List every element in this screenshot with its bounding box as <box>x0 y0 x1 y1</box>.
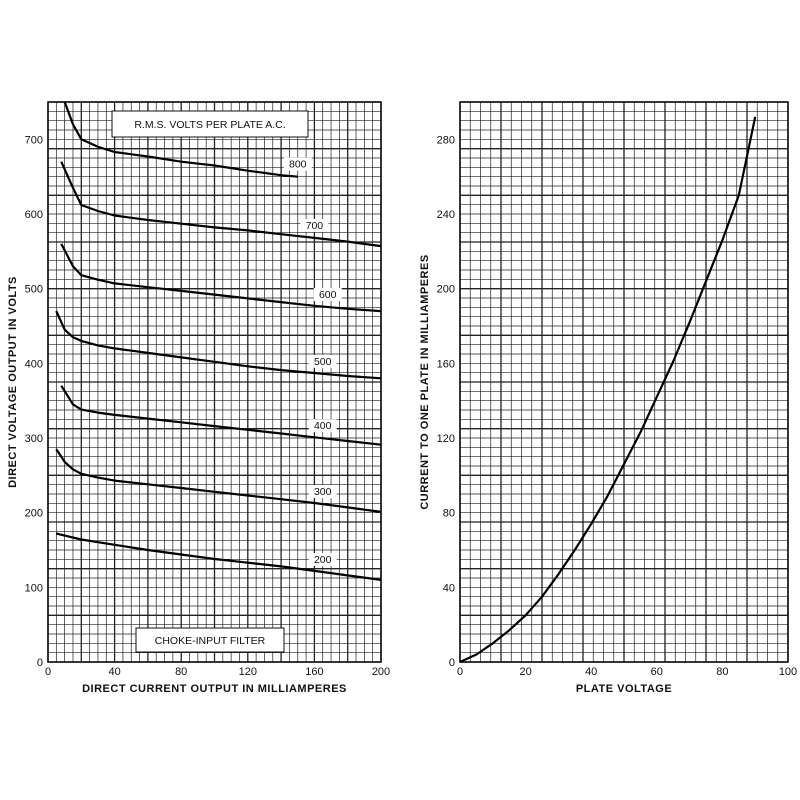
x-tick-label: 20 <box>519 666 531 678</box>
x-axis-label: PLATE VOLTAGE <box>576 683 672 695</box>
series-label-bg <box>313 288 342 302</box>
series-label-400: 400 <box>314 420 332 432</box>
legend-title-box <box>111 110 309 138</box>
series-label-300: 300 <box>314 486 332 498</box>
series-line-200 <box>56 532 382 581</box>
y-tick-label: 40 <box>443 582 455 594</box>
series-label-700: 700 <box>306 220 324 232</box>
y-tick-label: 240 <box>437 209 455 221</box>
series-label-800: 800 <box>289 159 307 171</box>
series-label-bg <box>308 485 337 499</box>
series-line-curve <box>459 116 757 664</box>
x-tick-label: 0 <box>457 666 463 678</box>
y-tick-label: 400 <box>25 358 43 370</box>
series-label-200: 200 <box>314 554 332 566</box>
x-tick-label: 200 <box>372 666 390 678</box>
legend-title: R.M.S. VOLTS PER PLATE A.C. <box>134 119 285 131</box>
series-label-bg <box>308 553 337 567</box>
x-tick-label: 120 <box>239 666 257 678</box>
y-tick-label: 600 <box>25 209 43 221</box>
y-tick-label: 120 <box>437 433 455 445</box>
plot-frame <box>459 101 789 663</box>
grid <box>47 101 382 663</box>
plate-current-chart: 0 20 40 60 80 100 0 40 80 120 160 200 240 280 PLATE VO… <box>419 101 797 695</box>
y-tick-label: 700 <box>25 134 43 146</box>
x-tick-label: 60 <box>651 666 663 678</box>
plot-frame <box>47 101 382 663</box>
y-tick-label: 300 <box>25 433 43 445</box>
x-tick-label: 80 <box>175 666 187 678</box>
annotation-text: CHOKE-INPUT FILTER <box>155 635 266 647</box>
y-tick-label: 80 <box>443 508 455 520</box>
x-tick-label: 40 <box>585 666 597 678</box>
rectifier-output-chart: 0 40 80 120 160 200 0 100 200 300 400 500 600 700 DIRE… <box>7 101 390 695</box>
series-label-500: 500 <box>314 356 332 368</box>
y-tick-label: 280 <box>437 134 455 146</box>
series-line-400 <box>60 385 382 446</box>
y-tick-label: 160 <box>437 358 455 370</box>
y-axis-label: CURRENT TO ONE PLATE IN MILLIAMPERES <box>419 254 431 509</box>
series-line-600 <box>60 243 382 313</box>
series-label-bg <box>283 157 312 171</box>
x-axis-label: DIRECT CURRENT OUTPUT IN MILLIAMPERES <box>82 683 347 695</box>
series-line-800 <box>63 101 298 178</box>
series-label-bg <box>308 419 337 433</box>
series-label-600: 600 <box>319 289 337 301</box>
grid <box>459 101 789 663</box>
y-tick-label: 100 <box>25 582 43 594</box>
annotation-box <box>135 627 285 653</box>
series-line-700 <box>60 161 382 248</box>
series-label-bg <box>300 218 329 232</box>
y-tick-label: 0 <box>37 657 43 669</box>
series-line-500 <box>55 310 382 380</box>
x-tick-label: 100 <box>779 666 797 678</box>
y-tick-label: 500 <box>25 284 43 296</box>
x-tick-label: 40 <box>108 666 120 678</box>
y-tick-label: 0 <box>449 657 455 669</box>
y-tick-label: 200 <box>25 508 43 520</box>
x-tick-label: 160 <box>305 666 323 678</box>
x-tick-label: 80 <box>716 666 728 678</box>
y-tick-label: 200 <box>437 284 455 296</box>
x-tick-label: 0 <box>45 666 51 678</box>
series-label-bg <box>308 354 337 368</box>
series-line-300 <box>55 448 382 513</box>
y-axis-label: DIRECT VOLTAGE OUTPUT IN VOLTS <box>7 276 19 488</box>
